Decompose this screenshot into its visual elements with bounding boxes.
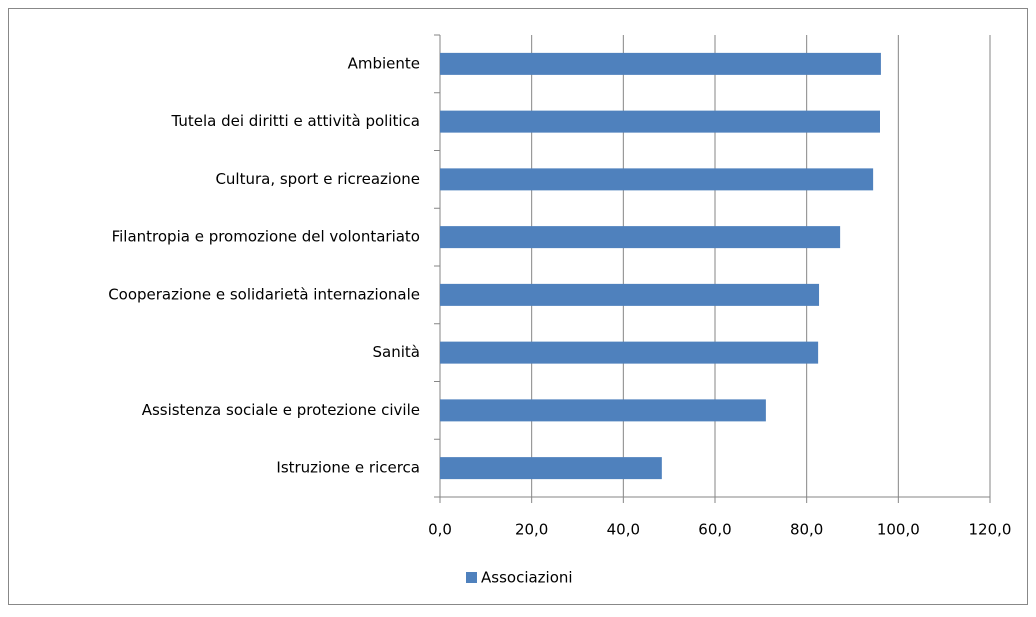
x-tick-label: 60,0	[698, 521, 731, 539]
bar	[440, 341, 819, 364]
x-tick-label: 120,0	[969, 521, 1012, 539]
bar	[440, 168, 874, 191]
chart-border	[8, 8, 1028, 605]
legend-label: Associazioni	[481, 569, 573, 587]
y-tick-label: Sanità	[373, 343, 420, 361]
x-tick-label: 0,0	[428, 521, 452, 539]
x-tick-label: 40,0	[607, 521, 640, 539]
y-tick-label: Cultura, sport e ricreazione	[215, 170, 420, 188]
y-tick-label: Tutela dei diritti e attività politica	[170, 112, 420, 130]
bar	[440, 110, 880, 133]
legend-swatch	[466, 572, 477, 583]
y-tick-label: Assistenza sociale e protezione civile	[142, 401, 420, 419]
x-tick-label: 20,0	[515, 521, 548, 539]
bar	[440, 283, 820, 306]
y-tick-label: Ambiente	[348, 54, 420, 72]
x-tick-label: 100,0	[877, 521, 920, 539]
bar	[440, 52, 881, 75]
bar	[440, 457, 662, 480]
x-tick-label: 80,0	[790, 521, 823, 539]
y-tick-label: Cooperazione e solidarietà internazional…	[108, 285, 420, 303]
bar	[440, 226, 841, 249]
y-tick-label: Istruzione e ricerca	[276, 459, 420, 477]
y-tick-label: Filantropia e promozione del volontariat…	[112, 228, 420, 246]
bar	[440, 399, 766, 422]
